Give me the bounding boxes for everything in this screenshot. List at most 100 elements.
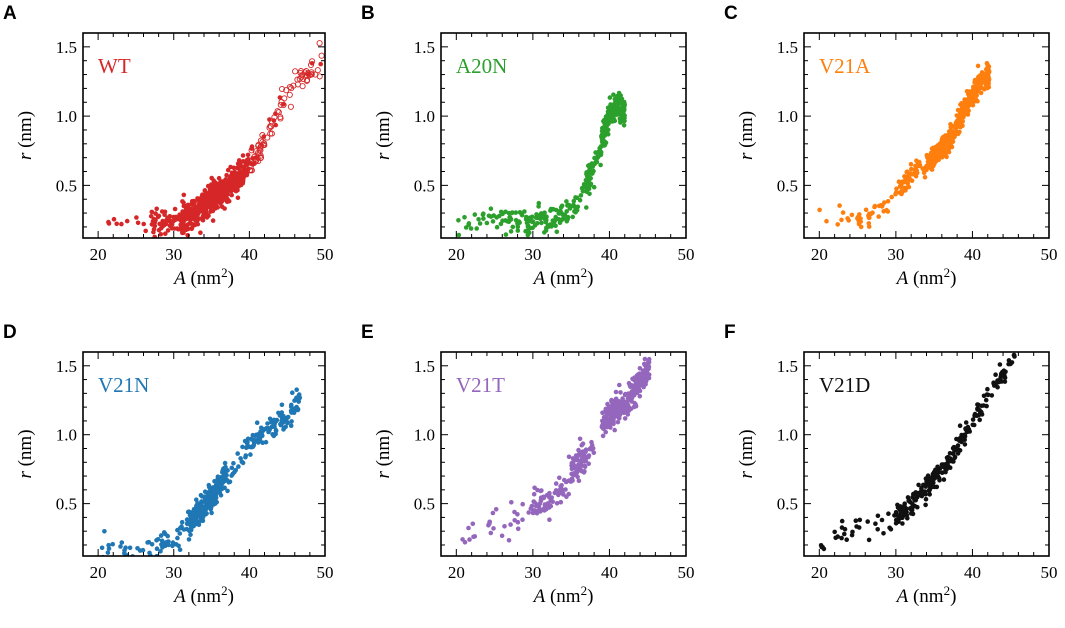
y-axis-label-var: r [15, 152, 36, 160]
data-point [571, 198, 577, 204]
data-point [280, 101, 287, 109]
data-point [490, 510, 496, 516]
x-axis-label: A (nm2) [532, 265, 594, 289]
data-point [863, 207, 869, 213]
data-point [982, 86, 987, 91]
data-point [858, 224, 864, 230]
data-point [114, 221, 119, 227]
data-point [974, 84, 979, 90]
data-point [529, 214, 535, 220]
data-point [172, 206, 178, 212]
data-point [154, 546, 160, 551]
data-point [515, 228, 521, 233]
data-point [591, 450, 597, 456]
data-point [249, 444, 254, 450]
data-point [946, 135, 952, 141]
data-point [622, 103, 627, 108]
data-point [262, 427, 267, 432]
data-point [585, 454, 590, 460]
data-point [202, 494, 208, 500]
data-point [240, 153, 246, 158]
scatter-points [817, 61, 992, 230]
data-point [301, 69, 308, 76]
data-point [928, 476, 934, 481]
data-point [467, 537, 472, 542]
data-point [170, 540, 176, 545]
data-point [223, 464, 228, 470]
data-point [896, 513, 901, 519]
data-point [952, 455, 958, 461]
data-point [643, 381, 648, 387]
data-point [281, 95, 288, 102]
data-point [939, 155, 945, 160]
data-point [963, 420, 969, 425]
data-point [158, 232, 164, 237]
data-point [181, 192, 187, 198]
data-point [554, 501, 560, 506]
data-point [907, 176, 912, 181]
data-point [292, 398, 297, 403]
data-point [839, 217, 844, 223]
data-point [209, 175, 214, 181]
data-point [924, 152, 930, 158]
data-point [186, 509, 192, 514]
data-point [214, 186, 219, 191]
data-point [224, 191, 230, 196]
data-point [541, 495, 547, 501]
data-point [567, 206, 573, 211]
data-point [642, 361, 647, 367]
data-point [879, 517, 885, 523]
data-point [156, 213, 162, 219]
data-point [288, 423, 294, 429]
legend-label: V21A [819, 54, 871, 78]
data-point [466, 221, 472, 226]
data-point [619, 96, 624, 102]
data-point [177, 547, 183, 552]
panel-letter: B [361, 3, 375, 24]
data-point [506, 538, 512, 543]
data-point [957, 113, 962, 119]
data-point [945, 463, 951, 469]
data-point [564, 209, 569, 214]
data-point [186, 519, 192, 524]
data-point [835, 222, 840, 227]
data-point [254, 154, 261, 161]
data-point [135, 546, 140, 551]
y-tick-label: 1.5 [56, 357, 77, 376]
data-point [529, 503, 535, 509]
data-point [190, 209, 196, 215]
y-tick-label: 0.5 [777, 495, 798, 514]
data-point [175, 535, 180, 541]
data-point [181, 527, 187, 532]
data-point [614, 412, 619, 418]
data-point [248, 167, 255, 174]
data-point [539, 488, 544, 493]
data-point [503, 232, 509, 237]
data-point [238, 182, 244, 188]
data-point [210, 485, 216, 490]
panel-letter: F [724, 322, 736, 343]
x-tick-label: 20 [448, 245, 465, 264]
data-point [481, 211, 486, 216]
data-point [462, 540, 468, 545]
data-point [941, 477, 947, 482]
data-point [610, 414, 615, 419]
data-point [271, 423, 277, 429]
data-point [970, 417, 976, 422]
data-point [581, 183, 587, 188]
data-point [923, 502, 928, 508]
data-point [621, 123, 627, 128]
x-tick-label: 40 [241, 563, 258, 582]
data-point [202, 205, 207, 211]
data-point [527, 218, 532, 224]
panel-d: 20 30 40 50 0.5 1.0 1.5 A (nm2) r (nm) D V21N [3, 322, 334, 607]
data-point [547, 495, 552, 500]
data-point [602, 122, 608, 127]
data-point [621, 108, 627, 113]
panel-b: 20 30 40 50 0.5 1.0 1.5 A (nm2) r (nm) B A20N [361, 3, 695, 289]
data-point [532, 223, 538, 228]
data-point [840, 210, 846, 215]
data-point [916, 482, 921, 488]
data-point [508, 522, 513, 527]
data-point [940, 135, 945, 141]
